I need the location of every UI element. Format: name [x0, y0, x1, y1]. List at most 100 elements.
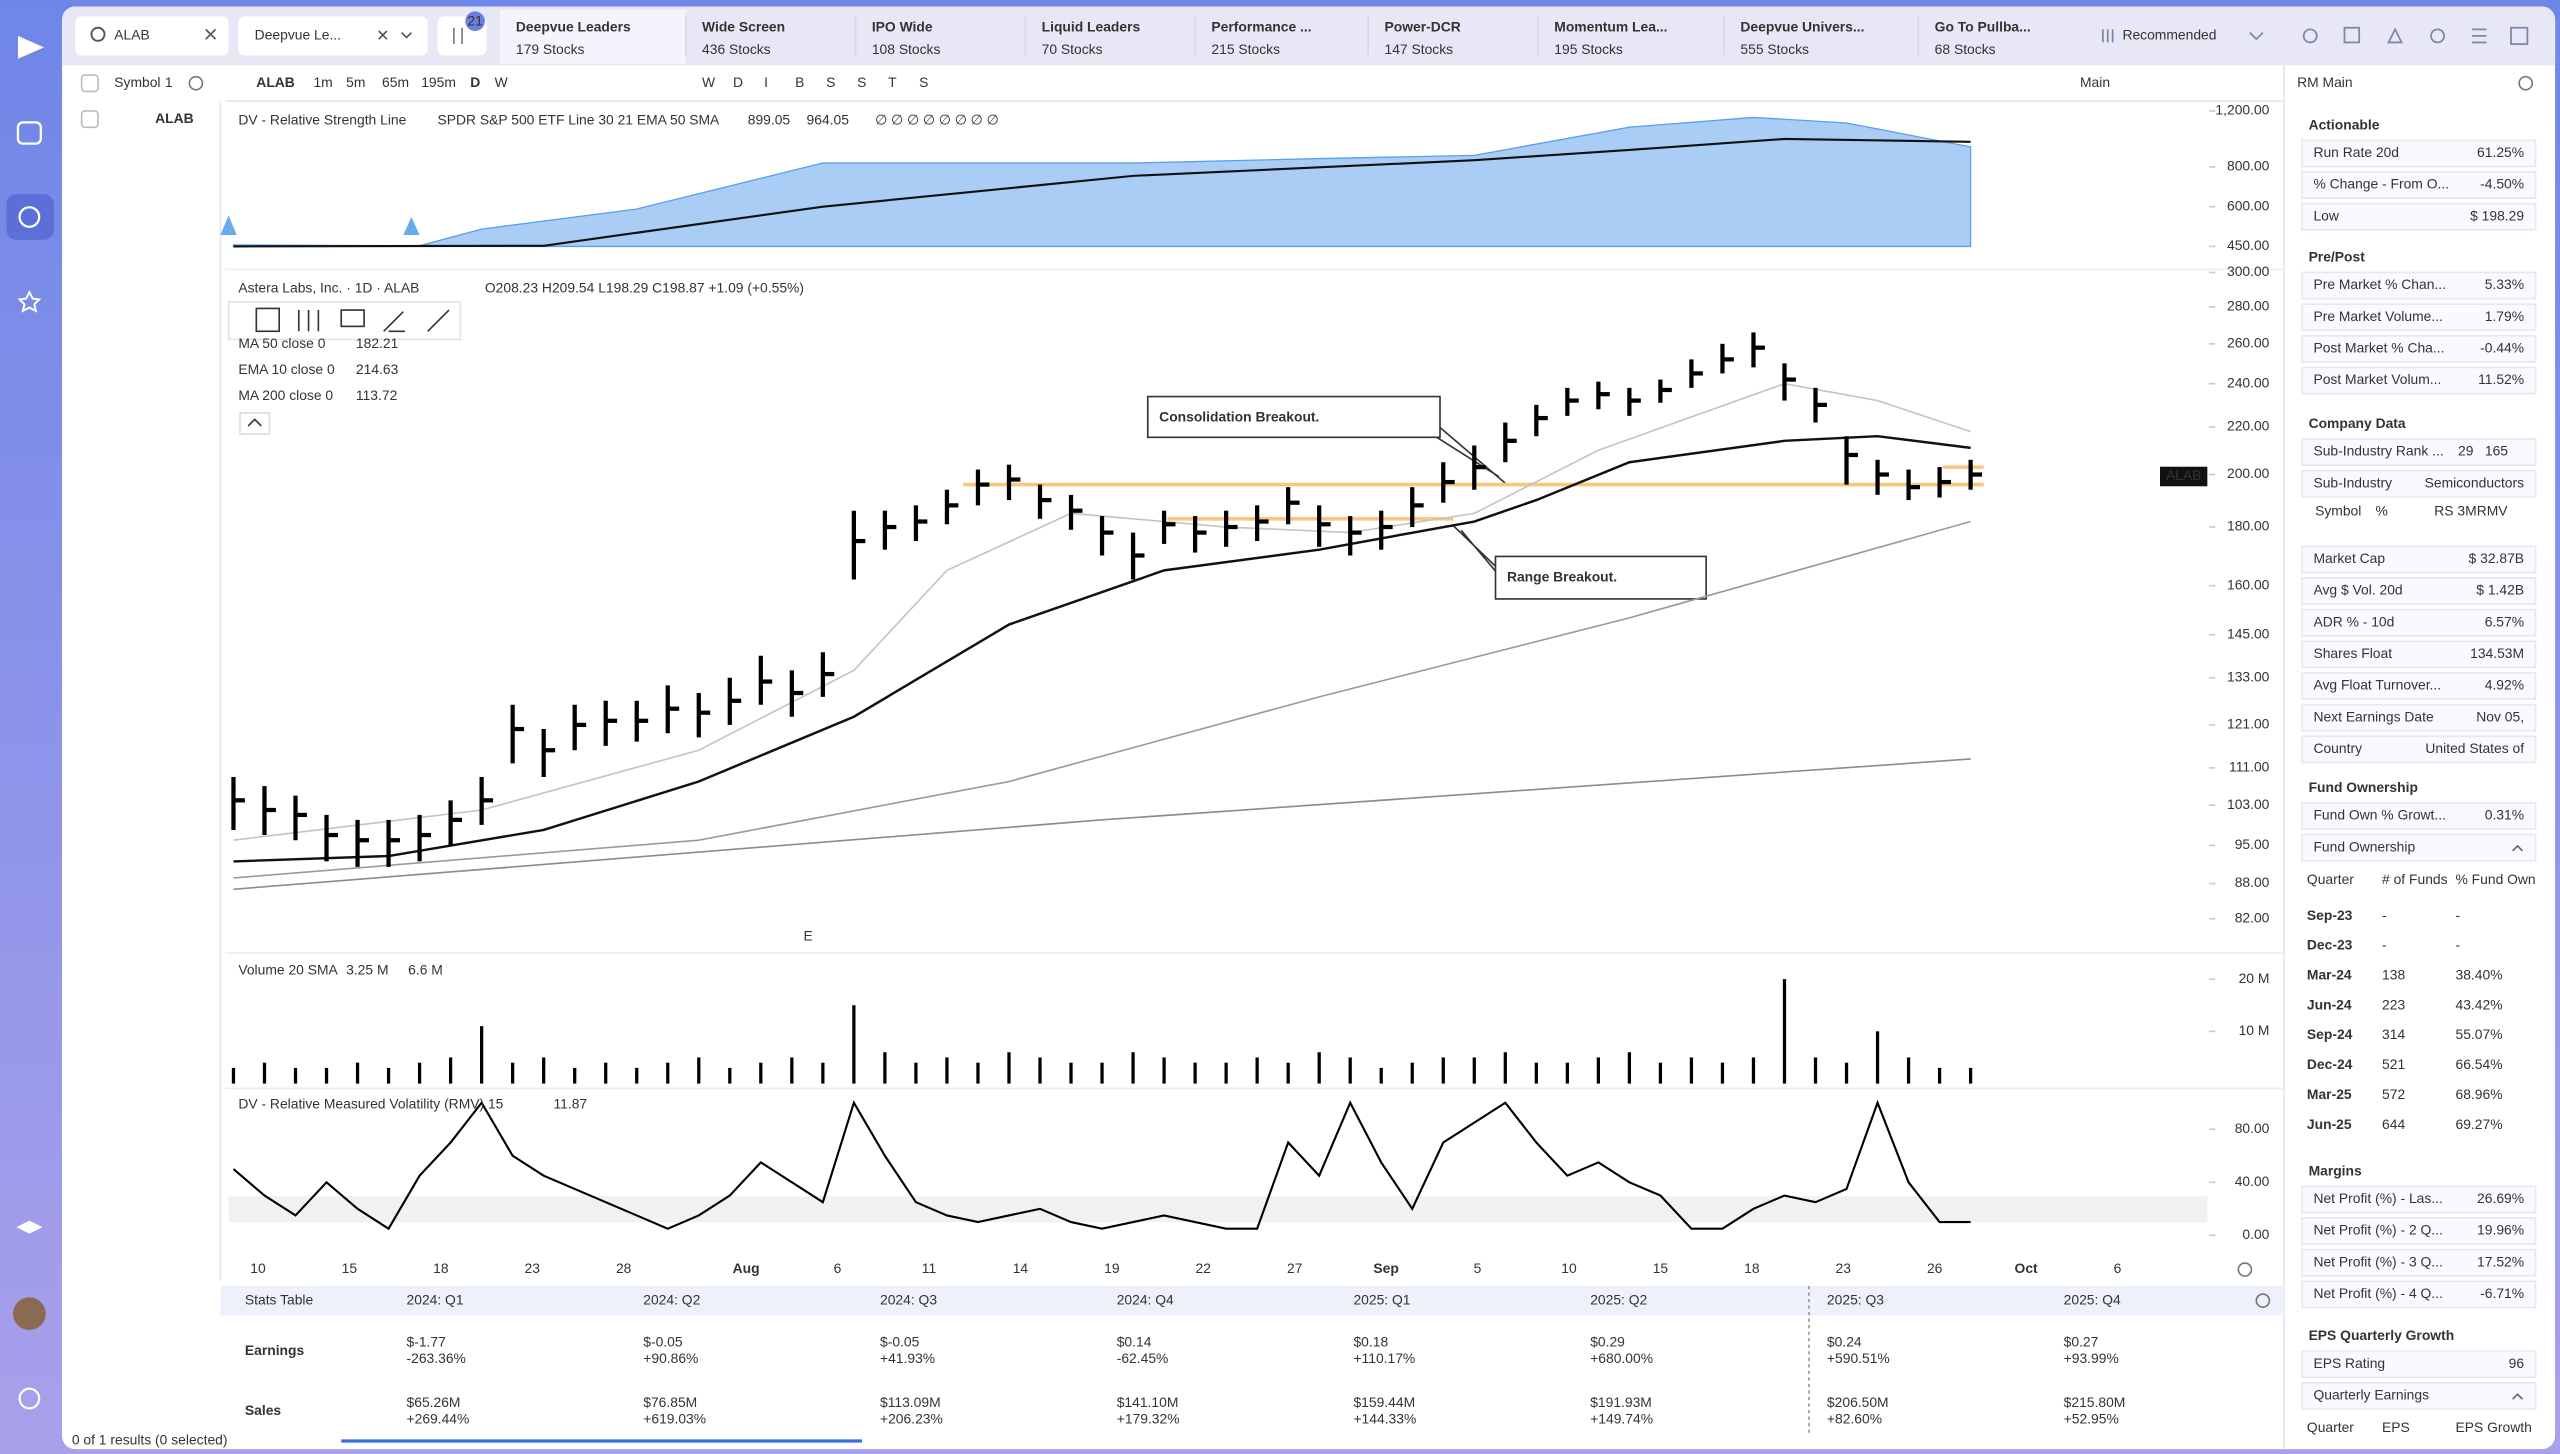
layout-select[interactable]: Main — [2080, 74, 2110, 90]
sort-select[interactable]: Recommended — [2122, 27, 2216, 43]
row-label: Net Profit (%) - 2 Q... — [2313, 1222, 2442, 1238]
stat-value: $191.93M — [1590, 1394, 1652, 1410]
volume-bar — [759, 1062, 763, 1084]
interval-button[interactable]: W — [495, 74, 509, 90]
row-value: 134.53M — [2470, 645, 2524, 661]
collapse-button[interactable] — [239, 412, 271, 435]
gear-icon[interactable] — [188, 75, 204, 91]
row-label: Pre Market % Chan... — [2313, 276, 2446, 292]
y-tick-label: 145.00 — [2227, 625, 2270, 641]
tab-name[interactable]: IPO Wide — [872, 18, 933, 34]
tab-name[interactable]: Deepvue Leaders — [516, 18, 631, 34]
caret[interactable] — [2512, 844, 2524, 852]
interval-button[interactable]: D — [470, 74, 480, 90]
table-cell: - — [2456, 907, 2461, 923]
sort-icon[interactable] — [2101, 29, 2264, 43]
row-box — [2301, 1350, 2537, 1379]
gear-icon[interactable] — [2237, 1262, 2253, 1277]
search-box[interactable] — [75, 16, 229, 56]
tool-button[interactable]: B — [795, 74, 804, 90]
tool-icon[interactable] — [427, 309, 450, 332]
tool-button[interactable]: T — [888, 74, 897, 90]
checkbox[interactable] — [80, 110, 99, 129]
interval-button[interactable]: 195m — [421, 74, 456, 90]
tool-icon[interactable] — [297, 310, 320, 332]
checkbox[interactable] — [80, 74, 99, 93]
nav-icon[interactable] — [16, 121, 42, 145]
legend-value: 964.05 — [807, 111, 850, 127]
row-label: % Change - From O... — [2313, 176, 2449, 192]
volume-bar — [1193, 1062, 1197, 1084]
gear-icon[interactable] — [2255, 1293, 2271, 1308]
alert-icon[interactable] — [2387, 27, 2404, 44]
ma-value: 113.72 — [356, 387, 398, 403]
active-tab[interactable] — [499, 9, 686, 64]
row-label: Net Profit (%) - Las... — [2313, 1190, 2442, 1206]
tool-icon[interactable] — [340, 309, 365, 328]
bell-icon[interactable] — [2430, 28, 2445, 44]
help-icon[interactable] — [18, 1387, 41, 1410]
tab-name[interactable]: Liquid Leaders — [1042, 18, 1141, 34]
y-tick-label: 0.00 — [2242, 1226, 2269, 1242]
nav-icon[interactable] — [18, 206, 41, 228]
tab-name[interactable]: Wide Screen — [702, 18, 785, 34]
tool-button[interactable]: S — [826, 74, 835, 90]
row-label: Post Market Volum... — [2313, 371, 2441, 387]
row-value: 6.57% — [2485, 613, 2524, 629]
symbol-row[interactable]: ALAB — [155, 110, 194, 126]
gear-icon[interactable] — [2518, 75, 2534, 91]
annotation-box — [1146, 395, 1441, 439]
table-cell: Mar-25 — [2307, 1086, 2352, 1102]
row-value: $ 32.87B — [2469, 550, 2525, 566]
list-icon[interactable] — [2471, 28, 2487, 44]
tab-name[interactable]: Momentum Lea... — [1554, 18, 1667, 34]
row-label: Next Earnings Date — [2313, 708, 2433, 724]
table-cell: 38.40% — [2456, 967, 2503, 983]
interval-button[interactable]: 5m — [346, 74, 365, 90]
nav-icon[interactable] — [16, 1220, 43, 1234]
row-box — [2301, 1185, 2537, 1214]
tab-name[interactable]: Power-DCR — [1384, 18, 1460, 34]
row-label: Run Rate 20d — [2313, 144, 2399, 160]
caret[interactable] — [2512, 1393, 2524, 1400]
tool-button[interactable]: I — [764, 74, 768, 90]
y-tick-label: 82.00 — [2235, 909, 2270, 925]
y-tick-label: 160.00 — [2227, 576, 2270, 592]
tool-icon[interactable] — [383, 311, 405, 333]
interval-button[interactable]: 65m — [382, 74, 409, 90]
tab-name[interactable]: Deepvue Univers... — [1740, 18, 1864, 34]
clear-icon[interactable] — [205, 28, 217, 40]
volume-bar — [1317, 1052, 1321, 1084]
y-tick-label: 260.00 — [2227, 334, 2270, 350]
stat-change: +619.03% — [643, 1410, 706, 1426]
nav-icon[interactable] — [17, 289, 42, 313]
tool-button[interactable]: S — [857, 74, 866, 90]
row-value: 1.79% — [2485, 308, 2524, 324]
tool-icon[interactable] — [255, 307, 280, 333]
y-tick-label: 220.00 — [2227, 418, 2270, 434]
tab-name[interactable]: Go To Pullba... — [1935, 18, 2031, 34]
clear-icon[interactable] — [378, 30, 413, 40]
column-header: RMV — [2477, 503, 2509, 519]
grid-icon[interactable] — [2510, 26, 2529, 45]
tool-button[interactable]: W — [702, 74, 716, 90]
filter-icon[interactable] — [453, 27, 463, 45]
row-label: Avg Float Turnover... — [2313, 677, 2441, 693]
x-tick-label: 5 — [1474, 1260, 1482, 1276]
legend-value: 6.6 M — [408, 962, 443, 978]
logo[interactable] — [17, 35, 45, 59]
nav-active[interactable] — [6, 194, 54, 240]
avatar[interactable] — [13, 1297, 46, 1330]
share-icon[interactable] — [2302, 28, 2318, 44]
interval-button[interactable]: 1m — [313, 74, 332, 90]
rmv-line — [232, 1099, 1971, 1231]
watchlist-box[interactable] — [238, 16, 428, 56]
tab-name[interactable]: Performance ... — [1211, 18, 1311, 34]
tool-button[interactable]: D — [733, 74, 743, 90]
panel-title[interactable]: RM Main — [2297, 74, 2352, 90]
quarter-header: 2025: Q4 — [2064, 1291, 2121, 1307]
tool-button[interactable]: S — [919, 74, 928, 90]
chart-icon[interactable] — [2343, 26, 2361, 44]
moving-average — [233, 520, 1971, 879]
price-tag-text: ALAB — [2166, 467, 2201, 483]
